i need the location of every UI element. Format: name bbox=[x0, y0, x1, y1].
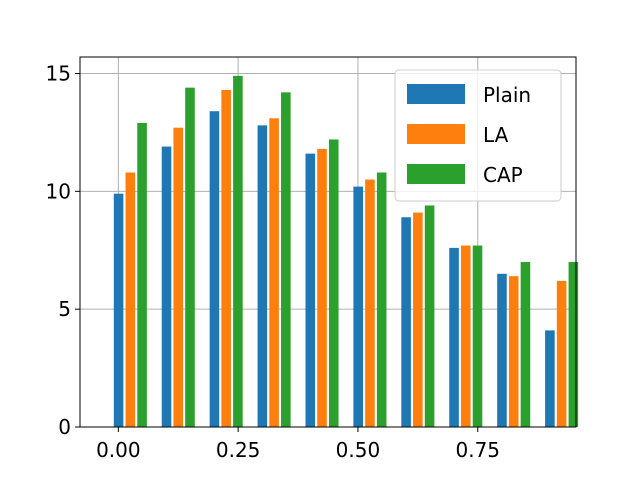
bar-la bbox=[269, 118, 279, 427]
bar-cap bbox=[185, 87, 195, 428]
series-cap bbox=[137, 75, 579, 428]
bar-cap bbox=[233, 75, 243, 427]
legend-label-la: LA bbox=[483, 123, 509, 147]
bar-la bbox=[460, 245, 471, 427]
y-tick-label: 15 bbox=[46, 61, 71, 85]
legend: Plain LA CAP bbox=[394, 69, 562, 202]
bar-la bbox=[317, 148, 327, 427]
y-tick-label: 5 bbox=[58, 297, 71, 321]
legend-label-cap: CAP bbox=[483, 163, 523, 187]
bar-la bbox=[125, 172, 136, 427]
bar-plain bbox=[209, 111, 220, 427]
bar-la bbox=[413, 212, 423, 427]
legend-label-plain: Plain bbox=[483, 83, 531, 107]
bar-la bbox=[556, 280, 567, 427]
bar-cap bbox=[472, 245, 483, 427]
bar-plain bbox=[257, 125, 268, 428]
legend-swatch-plain bbox=[407, 84, 465, 104]
bar-cap bbox=[281, 92, 291, 428]
bar-plain bbox=[401, 217, 411, 427]
x-tick-label: 0.00 bbox=[96, 438, 141, 462]
bar-la bbox=[173, 127, 184, 428]
legend-swatch-la bbox=[407, 124, 465, 144]
bars bbox=[113, 75, 579, 428]
axes-frame bbox=[79, 56, 577, 428]
bar-la bbox=[221, 89, 231, 428]
bar-cap bbox=[328, 139, 339, 427]
series-plain bbox=[113, 111, 555, 428]
x-tick-label: 0.75 bbox=[455, 438, 500, 462]
bar-plain bbox=[305, 153, 316, 427]
y-tick-label: 10 bbox=[46, 179, 71, 203]
y-tick-label: 0 bbox=[58, 415, 71, 439]
bar-plain bbox=[161, 146, 172, 427]
bar-plain bbox=[113, 193, 124, 427]
bar-la bbox=[508, 276, 519, 427]
bar-cap bbox=[568, 262, 579, 427]
bar-plain bbox=[449, 247, 459, 427]
bar-plain bbox=[545, 330, 555, 427]
bar-cap bbox=[137, 122, 147, 428]
bar-plain bbox=[497, 273, 507, 427]
x-tick-label: 0.25 bbox=[216, 438, 261, 462]
bar-cap bbox=[520, 262, 531, 427]
x-tick-label: 0.50 bbox=[336, 438, 381, 462]
bar-cap bbox=[424, 205, 435, 427]
legend-swatch-cap bbox=[407, 164, 465, 184]
series-la bbox=[125, 89, 567, 428]
bar-la bbox=[365, 179, 375, 427]
axis-ticks: 0.00 0.25 0.50 0.75 0 5 10 15 bbox=[46, 61, 500, 462]
bar-plain bbox=[353, 186, 363, 427]
bar-cap bbox=[376, 172, 387, 427]
